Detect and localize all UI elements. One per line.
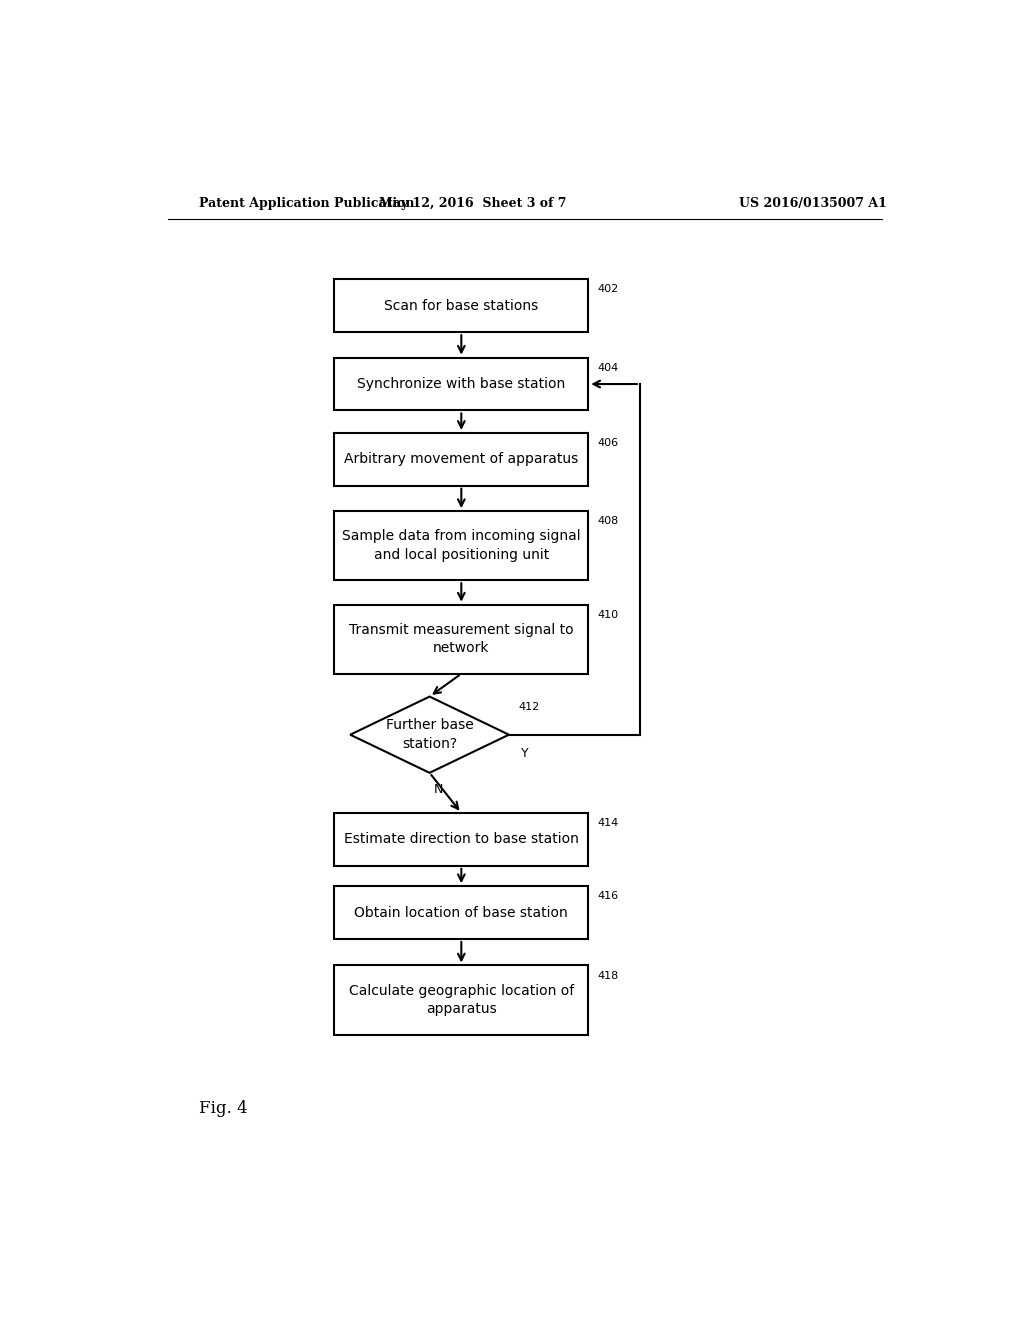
Text: Fig. 4: Fig. 4 xyxy=(200,1101,248,1117)
FancyBboxPatch shape xyxy=(334,813,588,866)
Text: 412: 412 xyxy=(518,702,540,711)
Text: 416: 416 xyxy=(598,891,618,902)
Text: 402: 402 xyxy=(598,284,620,294)
Text: 404: 404 xyxy=(598,363,620,372)
FancyBboxPatch shape xyxy=(334,358,588,411)
FancyBboxPatch shape xyxy=(334,886,588,939)
Text: 418: 418 xyxy=(598,970,620,981)
Text: 414: 414 xyxy=(598,818,620,828)
Text: Patent Application Publication: Patent Application Publication xyxy=(200,197,415,210)
FancyBboxPatch shape xyxy=(334,605,588,673)
Text: Estimate direction to base station: Estimate direction to base station xyxy=(344,833,579,846)
Text: Scan for base stations: Scan for base stations xyxy=(384,298,539,313)
Text: US 2016/0135007 A1: US 2016/0135007 A1 xyxy=(739,197,887,210)
FancyBboxPatch shape xyxy=(334,433,588,486)
Text: Transmit measurement signal to
network: Transmit measurement signal to network xyxy=(349,623,573,655)
Text: Calculate geographic location of
apparatus: Calculate geographic location of apparat… xyxy=(349,983,573,1016)
Text: Synchronize with base station: Synchronize with base station xyxy=(357,378,565,391)
Polygon shape xyxy=(350,697,509,772)
Text: Sample data from incoming signal
and local positioning unit: Sample data from incoming signal and loc… xyxy=(342,529,581,562)
FancyBboxPatch shape xyxy=(334,280,588,333)
Text: May 12, 2016  Sheet 3 of 7: May 12, 2016 Sheet 3 of 7 xyxy=(380,197,567,210)
Text: 406: 406 xyxy=(598,438,618,447)
Text: Further base
station?: Further base station? xyxy=(386,718,473,751)
Text: 410: 410 xyxy=(598,610,618,619)
Text: Arbitrary movement of apparatus: Arbitrary movement of apparatus xyxy=(344,453,579,466)
Text: 408: 408 xyxy=(598,516,620,527)
Text: Y: Y xyxy=(521,747,528,760)
Text: Obtain location of base station: Obtain location of base station xyxy=(354,906,568,920)
Text: N: N xyxy=(433,783,443,796)
FancyBboxPatch shape xyxy=(334,511,588,581)
FancyBboxPatch shape xyxy=(334,965,588,1035)
